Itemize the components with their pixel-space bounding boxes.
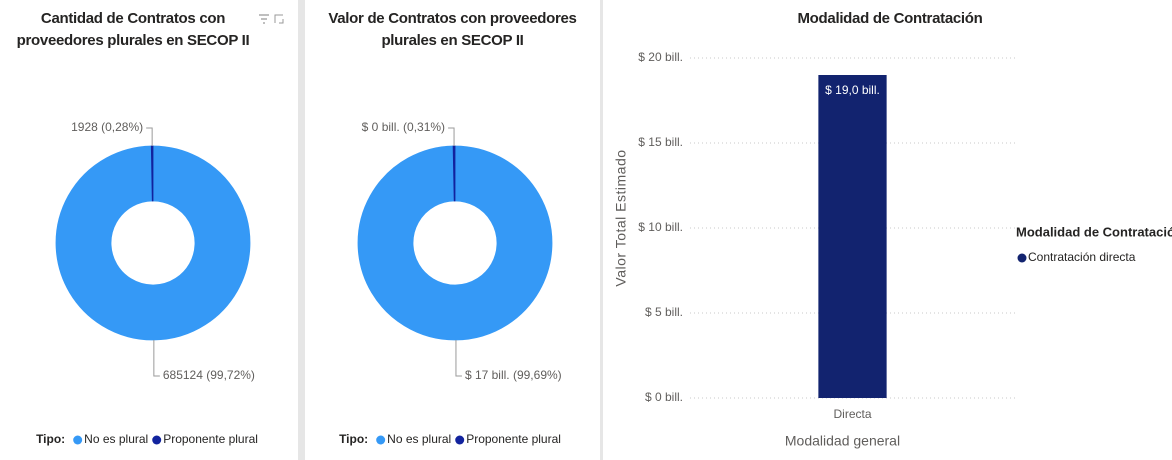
panel xyxy=(0,0,298,460)
y-tick-label: $ 10 bill. xyxy=(638,220,683,234)
legend-marker xyxy=(152,435,162,445)
legend-label: Proponente plural xyxy=(163,432,258,446)
x-tick-label: Directa xyxy=(833,407,871,421)
legend-title: Modalidad de Contratación xyxy=(1016,224,1172,239)
panel xyxy=(305,0,600,460)
data-label: 1928 (0,28%) xyxy=(71,120,143,134)
legend-label: No es plural xyxy=(387,432,451,446)
bar xyxy=(818,75,887,398)
data-label: 685124 (99,72%) xyxy=(163,368,255,382)
chart-title: Modalidad de Contratación xyxy=(797,10,983,27)
y-tick-label: $ 5 bill. xyxy=(645,305,683,319)
y-axis-title: Valor Total Estimado xyxy=(613,149,629,286)
y-tick-label: $ 15 bill. xyxy=(638,135,683,149)
leader-line xyxy=(448,127,455,147)
legend-title: Tipo: xyxy=(339,432,368,446)
chart-title: Cantidad de Contratos con proveedores pl… xyxy=(16,10,250,49)
x-axis-title: Modalidad general xyxy=(785,433,900,449)
legend-marker xyxy=(376,435,386,445)
data-label: $ 0 bill. (0,31%) xyxy=(362,120,445,134)
donut-slice xyxy=(452,145,456,202)
panel xyxy=(603,0,1172,460)
visual-header-icons[interactable] xyxy=(259,14,284,24)
legend-marker xyxy=(73,435,83,445)
y-tick-label: $ 20 bill. xyxy=(638,50,683,64)
donut-slice xyxy=(150,145,154,202)
filter-icon[interactable] xyxy=(259,14,269,24)
legend-label: No es plural xyxy=(84,432,148,446)
leader-line xyxy=(153,339,160,377)
donut-slice xyxy=(357,145,553,341)
legend-title: Tipo: xyxy=(36,432,65,446)
focus-icon[interactable] xyxy=(274,14,284,24)
donut-slice xyxy=(55,145,251,341)
legend-marker xyxy=(455,435,465,445)
chart-title: Valor de Contratos con proveedores plura… xyxy=(328,10,577,49)
data-label: $ 17 bill. (99,69%) xyxy=(465,368,562,382)
legend-label: Contratación directa xyxy=(1028,250,1136,264)
leader-line xyxy=(455,339,462,377)
legend-label: Proponente plural xyxy=(466,432,561,446)
leader-line xyxy=(146,127,153,147)
data-label: $ 19,0 bill. xyxy=(825,83,880,97)
legend-marker xyxy=(1017,253,1027,263)
y-tick-label: $ 0 bill. xyxy=(645,390,683,404)
